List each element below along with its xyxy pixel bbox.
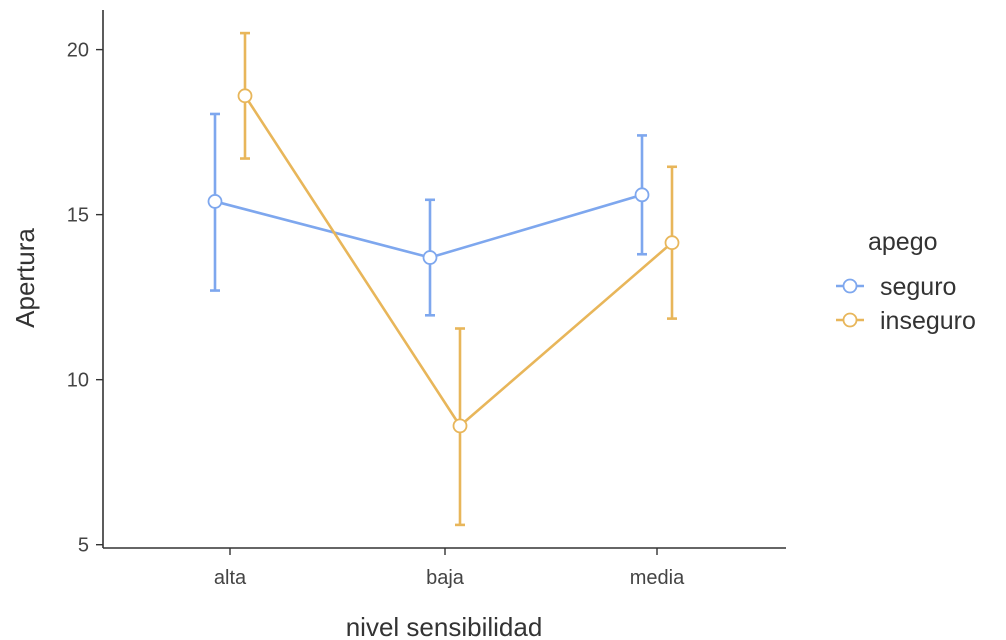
data-point [237,88,253,104]
series-inseguro [237,31,680,527]
y-tick-label: 10 [67,370,89,392]
legend-label: inseguro [880,307,976,335]
x-tick-label: baja [426,567,465,589]
legend-title: apego [868,228,938,256]
y-ticks: 5 10 15 20 [67,40,103,557]
legend-item-inseguro: inseguro [836,307,976,335]
data-point [452,418,468,434]
legend-item-seguro: seguro [836,273,956,301]
data-point [634,187,650,203]
y-tick-label: 5 [78,535,89,557]
legend-items: seguro inseguro [836,273,976,335]
y-tick-label: 20 [67,40,89,62]
data-point [207,194,223,209]
x-ticks: alta baja media [214,548,685,589]
series-line [214,193,643,259]
data-point [422,250,438,265]
x-tick-label: media [630,567,685,589]
y-axis-title: Apertura [10,228,40,328]
legend-key-point [842,312,858,328]
legend: apego seguro inseguro [836,228,976,335]
y-tick-label: 15 [67,205,89,227]
series-layer [207,31,680,527]
legend-key-point [842,278,858,294]
data-point [664,235,680,251]
x-axis-title: nivel sensibilidad [346,612,543,640]
series-line [243,95,673,428]
legend-label: seguro [880,273,956,301]
series-seguro [207,112,650,317]
plot-area: 5 10 15 20 alta baja media [67,10,786,589]
x-tick-label: alta [214,567,247,589]
